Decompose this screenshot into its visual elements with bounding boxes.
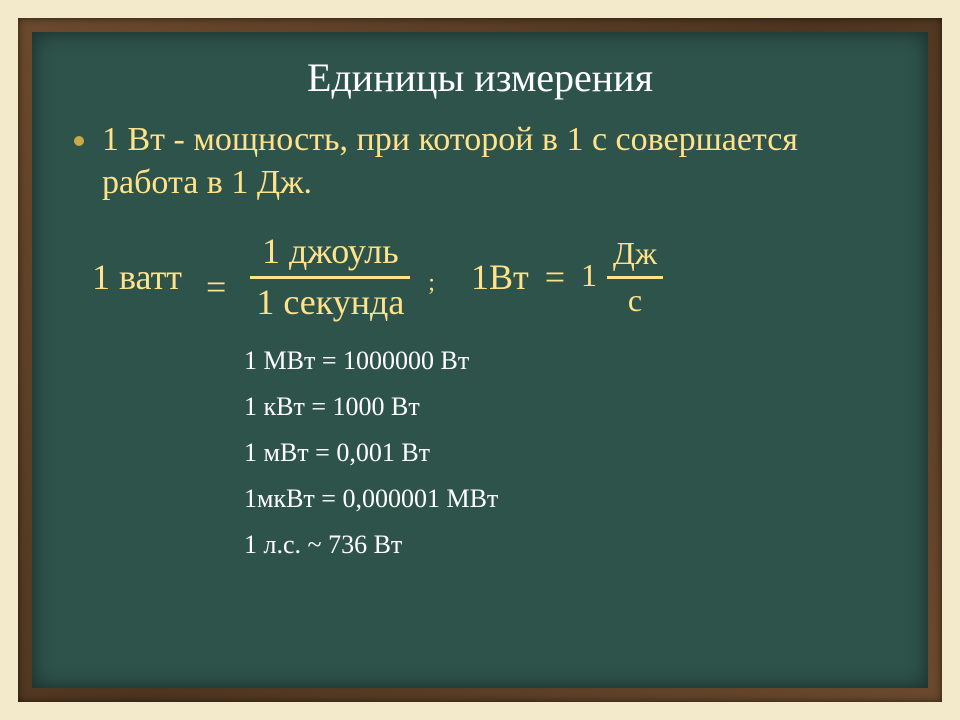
fraction2-denominator: с bbox=[622, 283, 648, 318]
conversion-item: 1 МВт = 1000000 Вт bbox=[244, 346, 886, 376]
fraction1-bar bbox=[250, 276, 410, 279]
chalkboard-frame: Единицы измерения 1 Вт - мощность, при к… bbox=[18, 18, 942, 702]
conversion-list: 1 МВт = 1000000 Вт 1 кВт = 1000 Вт 1 мВт… bbox=[244, 346, 886, 560]
conversion-item: 1 кВт = 1000 Вт bbox=[244, 392, 886, 422]
equation-row: 1 ватт = 1 джоуль 1 секунда ; 1Вт = 1 Дж… bbox=[92, 232, 886, 322]
equation-rhs-label: 1Вт bbox=[471, 256, 529, 298]
fraction1-numerator: 1 джоуль bbox=[256, 232, 405, 272]
definition-row: 1 Вт - мощность, при которой в 1 с совер… bbox=[74, 119, 886, 204]
fraction2-numerator: Дж bbox=[607, 236, 663, 271]
fraction-joule-second: 1 джоуль 1 секунда bbox=[250, 232, 410, 322]
fraction2-bar bbox=[607, 276, 663, 279]
fraction1-denominator: 1 секунда bbox=[250, 283, 410, 323]
chalkboard: Единицы измерения 1 Вт - мощность, при к… bbox=[32, 32, 928, 688]
definition-text: 1 Вт - мощность, при которой в 1 с совер… bbox=[102, 119, 886, 204]
conversion-item: 1 л.с. ~ 736 Вт bbox=[244, 530, 886, 560]
conversion-item: 1мкВт = 0,000001 МВт bbox=[244, 484, 886, 514]
fraction-j-s: Дж с bbox=[607, 236, 663, 317]
slide-title: Единицы измерения bbox=[74, 54, 886, 101]
page-background: Единицы измерения 1 Вт - мощность, при к… bbox=[0, 0, 960, 720]
equals-sign-2: = bbox=[545, 256, 565, 298]
coefficient-one: 1 bbox=[581, 257, 597, 294]
bullet-icon bbox=[74, 136, 84, 146]
conversion-item: 1 мВт = 0,001 Вт bbox=[244, 438, 886, 468]
semicolon: ; bbox=[428, 270, 435, 297]
equation-lhs: 1 ватт bbox=[92, 256, 182, 298]
equals-sign-1: = bbox=[206, 266, 226, 308]
